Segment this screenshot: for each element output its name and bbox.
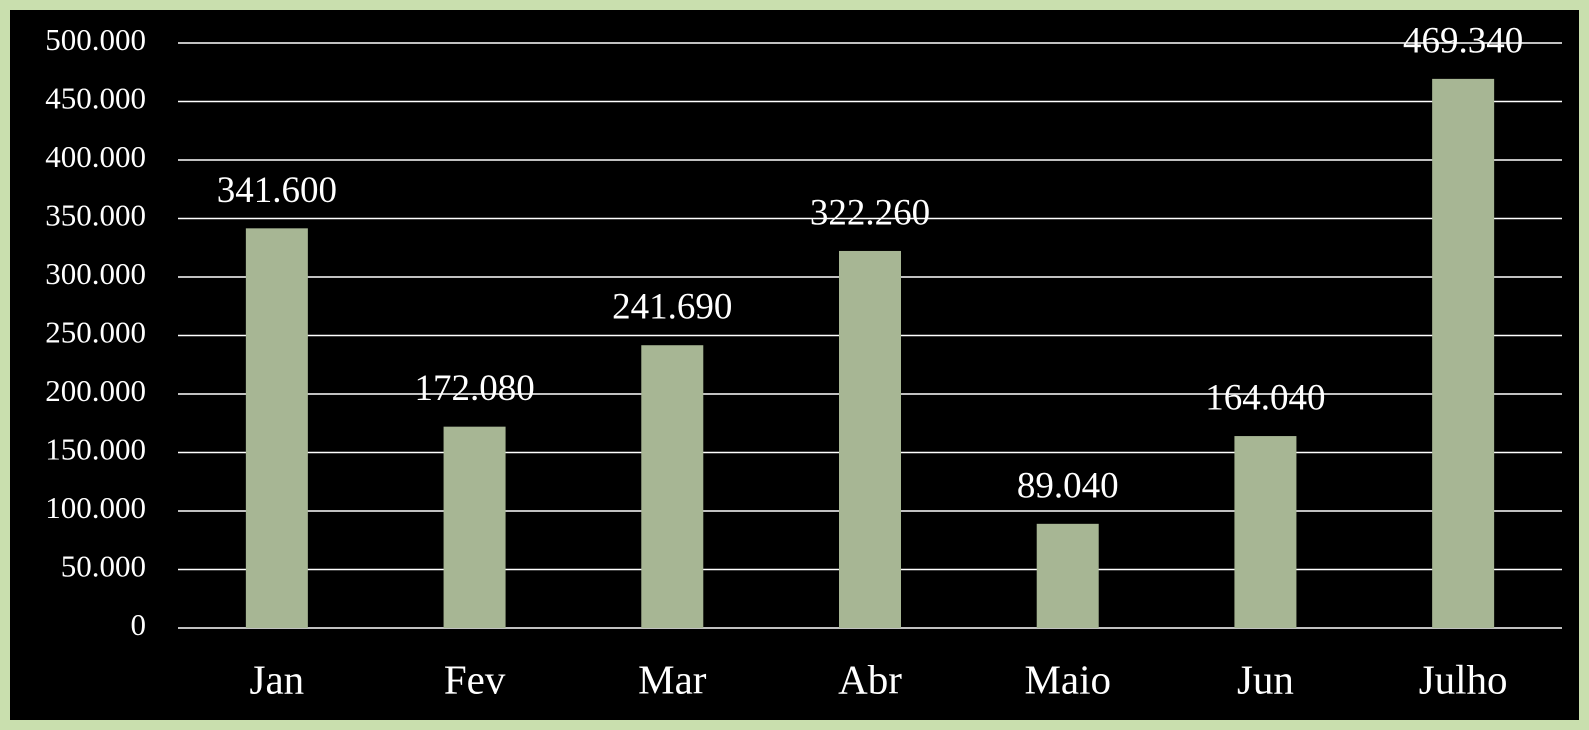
bar <box>443 426 506 628</box>
x-tick-label: Mar <box>638 656 707 702</box>
data-label: 89.040 <box>1017 465 1119 506</box>
bar <box>641 345 704 628</box>
y-tick-label: 50.000 <box>61 549 146 584</box>
x-tick-label: Jan <box>250 656 305 702</box>
data-label: 164.040 <box>1205 378 1325 419</box>
bar <box>245 228 308 628</box>
y-tick-label: 300.000 <box>45 256 146 291</box>
x-tick-label: Fev <box>444 656 506 702</box>
data-label: 322.260 <box>810 192 930 233</box>
data-label: 241.690 <box>612 287 732 328</box>
data-label: 172.080 <box>414 368 534 409</box>
bar <box>1036 523 1099 628</box>
y-tick-label: 400.000 <box>45 139 146 174</box>
bar <box>1234 436 1297 628</box>
y-tick-label: 450.000 <box>45 81 146 116</box>
y-tick-label: 250.000 <box>45 315 146 350</box>
y-tick-label: 100.000 <box>45 490 146 525</box>
data-label: 469.340 <box>1403 20 1523 61</box>
y-tick-label: 0 <box>131 607 147 642</box>
chart-background <box>10 10 1579 720</box>
x-tick-label: Abr <box>838 656 902 702</box>
bar <box>1432 78 1495 629</box>
x-tick-label: Jun <box>1237 656 1294 702</box>
y-tick-label: 200.000 <box>45 373 146 408</box>
data-label: 341.600 <box>217 170 337 211</box>
x-tick-label: Julho <box>1419 656 1508 702</box>
y-tick-label: 350.000 <box>45 198 146 233</box>
x-tick-label: Maio <box>1024 656 1111 702</box>
y-tick-label: 150.000 <box>45 432 146 467</box>
y-tick-label: 500.000 <box>45 22 146 57</box>
bar <box>839 250 901 628</box>
